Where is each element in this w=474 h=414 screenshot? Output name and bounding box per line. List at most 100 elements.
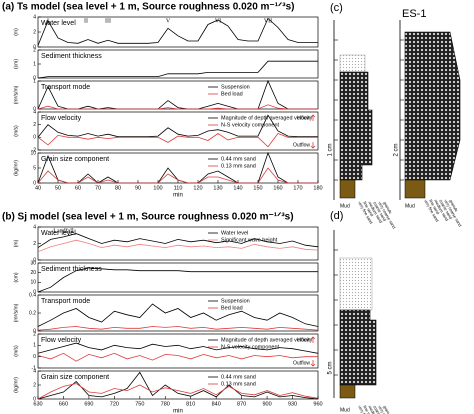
x-tick-label: 900 xyxy=(262,401,271,407)
grain-class-label: granule xyxy=(382,405,393,414)
y-tick-label: 0 xyxy=(33,354,36,360)
legend-label: Water level xyxy=(221,230,248,236)
layer-sand xyxy=(404,31,461,181)
y-tick-label: 0 xyxy=(33,396,36,402)
legend-label: Magnitude of depth averaged velocity xyxy=(221,115,313,121)
figure-title: (a) Ts model (sea level + 1 m, Source ro… xyxy=(2,2,295,13)
y-axis-label: (kg/m³) xyxy=(13,160,19,176)
data-line xyxy=(37,383,319,400)
x-tick-label: 170 xyxy=(293,185,302,191)
y-tick-label: 10 xyxy=(30,280,36,286)
data-line xyxy=(37,326,319,331)
panel-title: Flow velocity xyxy=(41,115,82,122)
y-tick-label: 1 xyxy=(33,78,36,84)
y-axis-label: (m) xyxy=(13,28,19,36)
grain-class-label: Mud xyxy=(340,407,350,413)
annotation: Landfall xyxy=(53,227,74,234)
legend-label: Magnitude of depth averaged velocity xyxy=(221,337,313,343)
x-axis-label: min xyxy=(173,409,183,414)
y-axis-label: (cm) xyxy=(13,59,19,69)
x-tick-label: 60 xyxy=(75,185,81,191)
y-tick-label: 0.2 xyxy=(29,310,36,316)
scale-label: 5 cm xyxy=(328,361,334,374)
grain-class-label: medium sand xyxy=(367,405,383,414)
grain-class-label: Mud xyxy=(340,203,350,209)
data-line xyxy=(37,371,319,400)
x-tick-label: 160 xyxy=(273,185,282,191)
y-tick-label: 1 xyxy=(33,343,36,349)
data-line xyxy=(37,233,319,248)
scale-label: 2 cm xyxy=(394,143,400,156)
panel-title: Water level xyxy=(41,20,76,27)
y-tick-label: 5 xyxy=(33,165,36,171)
panel-frame xyxy=(37,226,319,261)
y-tick-label: 30 xyxy=(30,260,36,266)
y-tick-label: 2 xyxy=(33,122,36,128)
panel-title: Transport mode xyxy=(41,298,90,305)
inflow-label: Inflow xyxy=(297,337,310,343)
panel-title: Sediment thickness xyxy=(41,266,102,273)
legend-label: Suspension xyxy=(221,84,250,90)
layer-sand xyxy=(339,309,377,386)
x-tick-label: 110 xyxy=(174,185,183,191)
data-line xyxy=(37,342,319,354)
data-line xyxy=(37,79,318,110)
y-axis-label: (m³/s/m) xyxy=(13,303,19,322)
outflow-arrow xyxy=(310,360,316,367)
x-tick-label: 140 xyxy=(233,185,242,191)
legend-label: N-S velocity component xyxy=(221,122,280,128)
legend-label: Suspension xyxy=(221,298,250,304)
x-tick-label: 930 xyxy=(288,401,297,407)
x-tick-label: 660 xyxy=(59,401,68,407)
core-label: ES-1 xyxy=(402,8,426,20)
y-tick-label: -1 xyxy=(32,365,37,371)
x-tick-label: 690 xyxy=(84,401,93,407)
legend-label: Bed load xyxy=(221,305,243,311)
inflow-arrow xyxy=(310,336,316,343)
x-tick-label: 90 xyxy=(135,185,141,191)
y-axis-label: (m/s) xyxy=(13,125,19,137)
layer-mud xyxy=(339,179,356,199)
x-tick-label: 70 xyxy=(95,185,101,191)
data-line xyxy=(37,114,318,138)
legend-label: 0.44 mm sand xyxy=(221,374,256,380)
x-tick-label: 780 xyxy=(161,401,170,407)
annotation: II xyxy=(84,18,88,24)
outflow-label: Outflow xyxy=(293,360,310,366)
scale-ticks xyxy=(334,39,338,181)
x-tick-label: 150 xyxy=(253,185,262,191)
data-line xyxy=(37,104,318,110)
y-tick-label: 0 xyxy=(33,328,36,334)
x-tick-label: 720 xyxy=(110,401,119,407)
annotation: VII xyxy=(264,18,272,24)
x-tick-label: 750 xyxy=(135,401,144,407)
y-tick-label: 10 xyxy=(30,150,36,156)
panel-label: (c) xyxy=(330,2,343,14)
scale-ticks xyxy=(334,249,338,376)
x-tick-label: 870 xyxy=(237,401,246,407)
x-tick-label: 50 xyxy=(55,185,61,191)
y-tick-label: 0 xyxy=(33,180,36,186)
grain-class-label: coarse sand xyxy=(372,405,387,414)
y-tick-label: 0 xyxy=(33,44,36,50)
layer-mud xyxy=(404,179,426,199)
panel-title: Sediment thickness xyxy=(41,53,102,60)
grain-class-label: Mud xyxy=(405,203,415,209)
data-line xyxy=(37,17,318,46)
y-tick-label: 4 xyxy=(33,109,36,115)
annotation: V xyxy=(166,18,171,24)
scale-label: 1 cm xyxy=(328,143,334,156)
y-tick-label: 4 xyxy=(33,14,36,20)
y-tick-label: 0.4 xyxy=(29,292,36,298)
y-tick-label: 0 xyxy=(33,257,36,263)
y-tick-label: 4 xyxy=(33,224,36,230)
y-axis-label: (m³/s/m) xyxy=(13,85,19,104)
annotation: VI xyxy=(215,18,221,24)
panel-title: Grain size component xyxy=(41,156,109,163)
layer-sand xyxy=(339,71,373,181)
y-tick-label: 2 xyxy=(33,29,36,35)
y-tick-label: 2 xyxy=(33,241,36,247)
inflow-arrow xyxy=(310,114,316,121)
data-line xyxy=(37,303,319,327)
